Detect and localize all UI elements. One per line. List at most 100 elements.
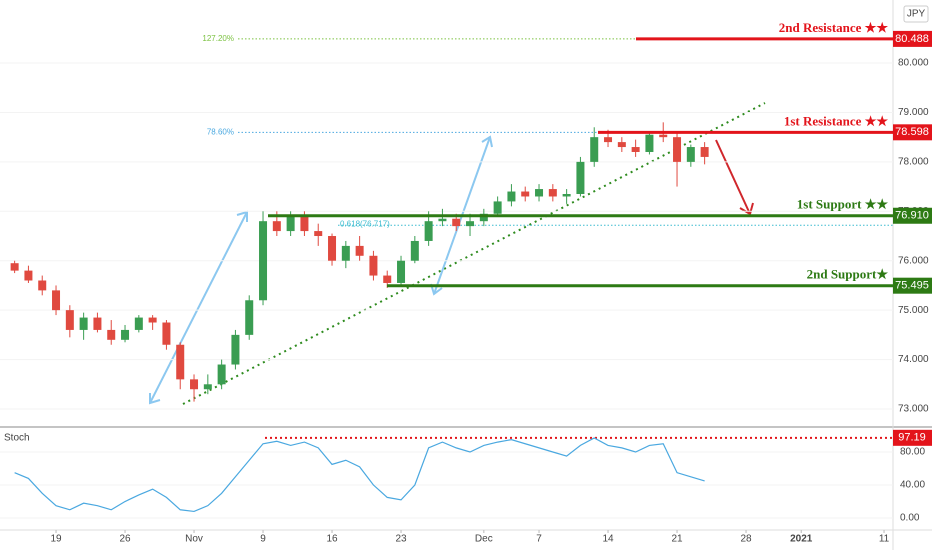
x-tick-label: 21 xyxy=(671,534,683,545)
value-box xyxy=(893,124,932,141)
fib-label: 127.20% xyxy=(202,34,234,43)
y-tick-label: 78.000 xyxy=(898,157,929,168)
x-tick-label: 28 xyxy=(740,534,752,545)
trendline xyxy=(182,102,766,405)
candle-body xyxy=(217,364,226,385)
candle-body xyxy=(134,317,143,330)
candle-body xyxy=(397,260,406,283)
candle-body xyxy=(590,137,599,162)
candle-body xyxy=(576,161,585,195)
candle-body xyxy=(535,189,544,197)
arrow xyxy=(149,211,248,404)
value-box xyxy=(893,207,932,224)
candle-body xyxy=(659,134,668,138)
level-name: 2nd Resistance ★★ xyxy=(779,20,889,35)
x-tick-label: Nov xyxy=(185,534,203,545)
candle-body xyxy=(231,334,240,365)
candle-body xyxy=(452,218,461,227)
stoch-line xyxy=(14,437,705,513)
x-tick-label: 7 xyxy=(536,534,542,545)
candle-body xyxy=(328,236,337,261)
arrow-head xyxy=(149,393,161,405)
red-arrow xyxy=(715,139,754,216)
candle-body xyxy=(245,300,254,335)
candle-body xyxy=(176,344,185,380)
candle-body xyxy=(700,147,709,157)
candle-body xyxy=(521,191,530,197)
level-value: 80.488 xyxy=(895,33,929,45)
x-tick-label: 14 xyxy=(602,534,614,545)
candle-body xyxy=(52,290,61,311)
candle-body xyxy=(314,231,323,237)
candle-body xyxy=(203,384,212,390)
level-name: 1st Support ★★ xyxy=(797,197,889,212)
fib-label: 78.60% xyxy=(207,127,234,136)
fib-label: 0.618(76.717) xyxy=(340,219,390,228)
candle-body xyxy=(617,142,626,148)
candle-body xyxy=(190,379,199,390)
y-tick-label: 75.000 xyxy=(898,305,929,316)
y-tick-label: 73.000 xyxy=(898,404,929,415)
y-tick-label: 40.00 xyxy=(900,480,925,491)
y-tick-label: 74.000 xyxy=(898,354,929,365)
x-tick-label: 9 xyxy=(260,534,266,545)
currency-box xyxy=(903,5,929,23)
candle-body xyxy=(259,221,268,301)
x-tick-label: 2021 xyxy=(790,534,813,545)
level-value: 78.598 xyxy=(895,126,929,138)
y-tick-label: 76.000 xyxy=(898,255,929,266)
arrow xyxy=(715,139,751,215)
level-value: 75.495 xyxy=(895,280,929,292)
candle-body xyxy=(286,216,295,232)
candle-body xyxy=(65,310,74,330)
candle-body xyxy=(645,134,654,152)
arrow-head xyxy=(430,283,443,296)
x-tick-label: Dec xyxy=(475,534,493,545)
level-value: 76.910 xyxy=(895,210,929,222)
candle-body xyxy=(24,270,33,281)
x-tick-label: 19 xyxy=(50,534,62,545)
candle-body xyxy=(604,137,613,143)
candle-body xyxy=(162,322,171,345)
candle-body xyxy=(466,221,475,227)
y-tick-label: 80.000 xyxy=(898,58,929,69)
candle-body xyxy=(38,280,47,291)
level-name: 1st Resistance ★★ xyxy=(784,113,889,128)
candle-body xyxy=(93,317,102,330)
candle-body xyxy=(479,213,488,222)
candle-body xyxy=(548,189,557,197)
value-box xyxy=(893,30,932,47)
candle-body xyxy=(369,255,378,276)
candle-body xyxy=(107,329,116,340)
stoch-title: Stoch xyxy=(4,433,30,444)
x-tick-label: 11 xyxy=(879,534,890,545)
candle-body xyxy=(507,191,516,202)
currency: JPY xyxy=(907,9,926,20)
candle-body xyxy=(493,201,502,214)
y-tick-label: 0.00 xyxy=(900,513,920,524)
candle-body xyxy=(383,275,392,283)
value-box xyxy=(893,277,932,294)
arrow-head xyxy=(739,202,754,216)
candle-body xyxy=(673,137,682,162)
candle-body xyxy=(686,147,695,162)
y-tick-label: 80.00 xyxy=(900,447,925,458)
candle-body xyxy=(121,329,130,340)
candle-body xyxy=(562,194,571,197)
candle-body xyxy=(410,240,419,261)
stoch-level-value: 97.19 xyxy=(898,432,926,444)
arrow-head xyxy=(236,210,248,222)
candle-body xyxy=(272,221,281,232)
value-box xyxy=(893,429,932,446)
candle-body xyxy=(631,147,640,152)
candle-body xyxy=(10,263,19,271)
x-tick-label: 16 xyxy=(326,534,338,545)
candle-body xyxy=(148,317,157,323)
x-tick-label: 23 xyxy=(395,534,407,545)
candle-body xyxy=(300,216,309,232)
x-tick-label: 26 xyxy=(119,534,131,545)
y-tick-label: 79.000 xyxy=(898,107,929,118)
